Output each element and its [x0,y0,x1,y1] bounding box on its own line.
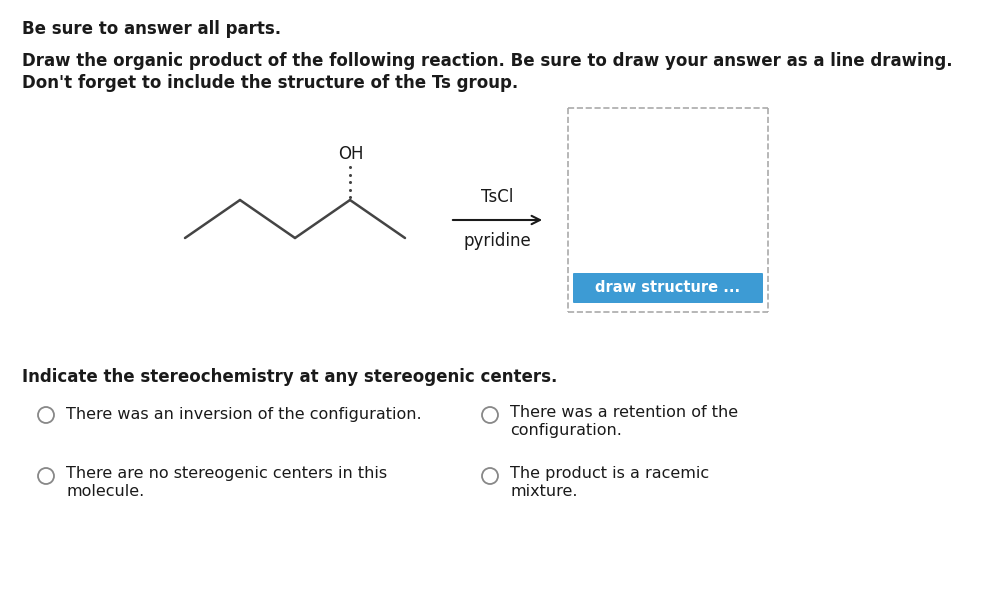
Text: TsCl: TsCl [481,188,514,206]
Text: There was an inversion of the configuration.: There was an inversion of the configurat… [66,407,422,423]
Text: There are no stereogenic centers in this: There are no stereogenic centers in this [66,466,387,481]
Text: The product is a racemic: The product is a racemic [510,466,709,481]
Text: pyridine: pyridine [463,232,531,250]
Text: Draw the organic product of the following reaction. Be sure to draw your answer : Draw the organic product of the followin… [22,52,952,70]
Text: draw structure ...: draw structure ... [596,280,740,295]
Text: configuration.: configuration. [510,423,622,438]
Text: There was a retention of the: There was a retention of the [510,405,739,420]
Text: Be sure to answer all parts.: Be sure to answer all parts. [22,20,281,38]
FancyBboxPatch shape [573,273,763,303]
Text: Indicate the stereochemistry at any stereogenic centers.: Indicate the stereochemistry at any ster… [22,368,557,386]
Text: mixture.: mixture. [510,484,578,499]
Text: molecule.: molecule. [66,484,144,499]
Text: Don't forget to include the structure of the Ts group.: Don't forget to include the structure of… [22,74,519,92]
Text: OH: OH [338,145,364,163]
